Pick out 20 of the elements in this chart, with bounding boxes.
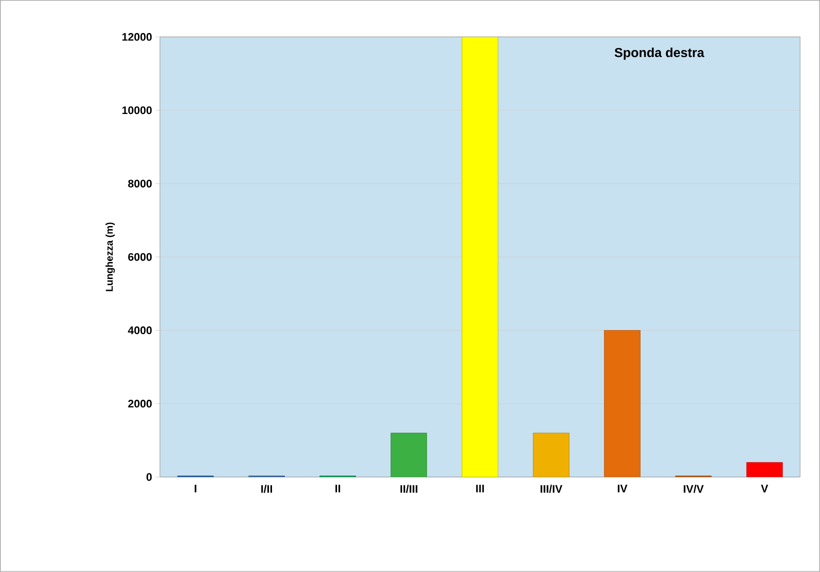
y-tick-label: 8000 bbox=[128, 180, 152, 188]
x-tick-label: IV bbox=[618, 484, 628, 492]
x-tick-label: I bbox=[194, 484, 196, 492]
x-tick-label: IV/V bbox=[684, 484, 704, 493]
bar bbox=[390, 432, 428, 478]
x-tick-label: III/IV bbox=[540, 484, 562, 493]
y-tick-label: 2000 bbox=[128, 400, 152, 408]
bar bbox=[746, 462, 783, 478]
x-tick-label: III bbox=[476, 484, 484, 492]
y-tick-label: 4000 bbox=[128, 326, 152, 334]
x-tick-label: II bbox=[335, 484, 340, 492]
y-axis-title: Lunghezza (m) bbox=[106, 222, 115, 292]
y-tick-label: 12000 bbox=[122, 33, 152, 41]
y-tick-label: 0 bbox=[146, 473, 152, 481]
x-tick-label: V bbox=[760, 484, 768, 492]
x-tick-label: I/II bbox=[261, 484, 272, 493]
x-tick-label: II/III bbox=[400, 484, 418, 493]
y-tick-label: 6000 bbox=[128, 253, 152, 261]
y-tick-label: 10000 bbox=[122, 106, 152, 114]
text: Sponda destra bbox=[614, 48, 704, 60]
